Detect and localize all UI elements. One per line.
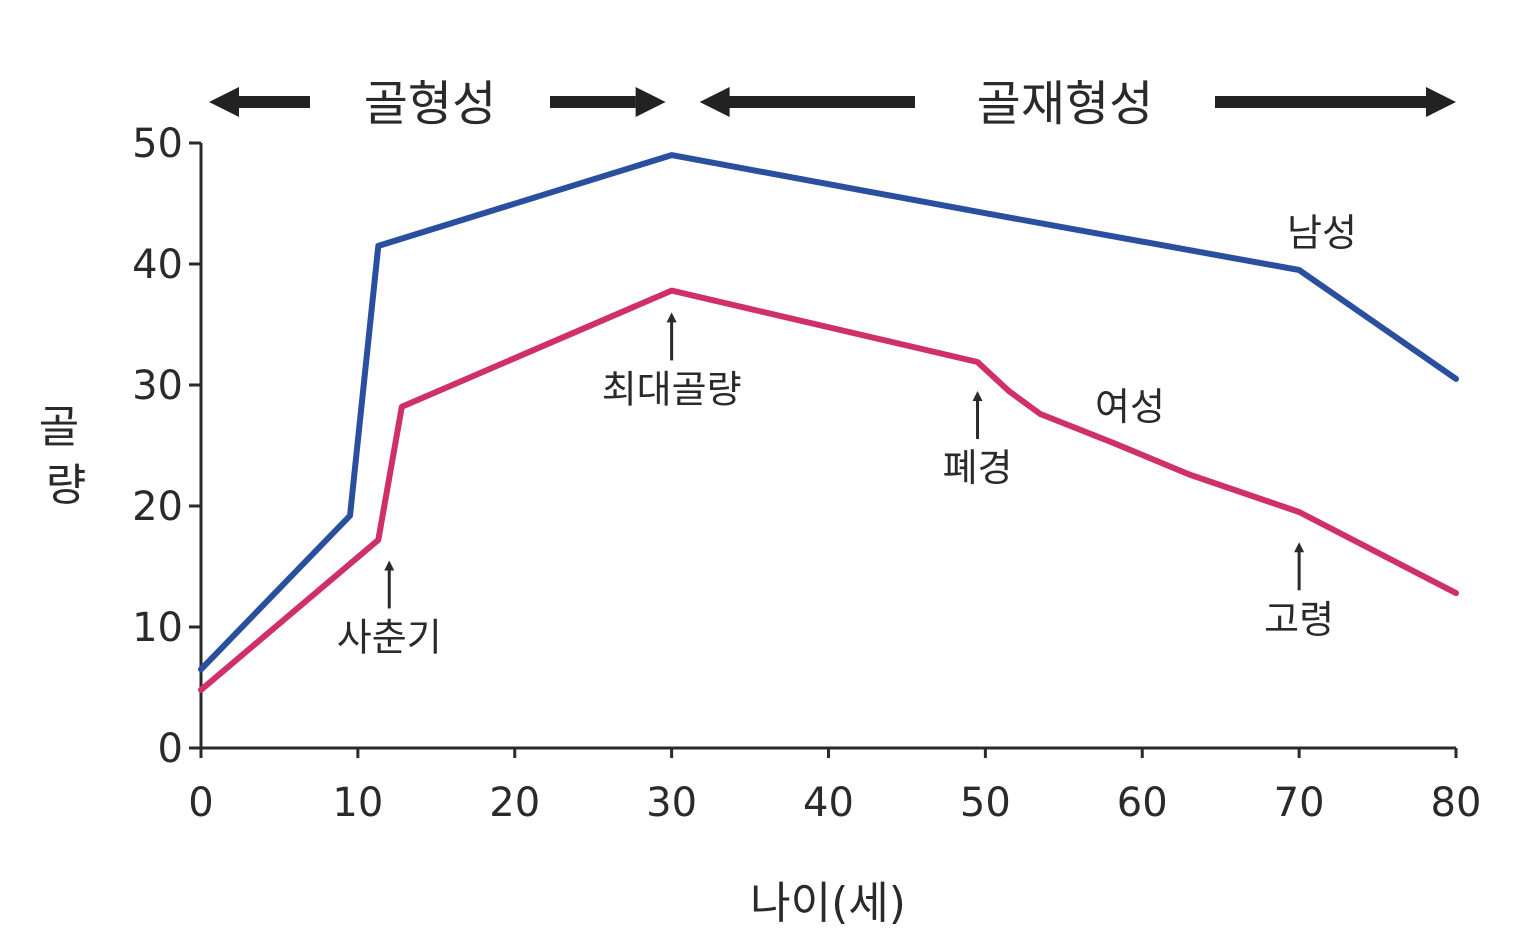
y-tick-label: 30 (132, 363, 183, 409)
x-tick-label: 60 (1117, 780, 1168, 826)
x-tick-label: 0 (188, 780, 213, 826)
annotation-arrowhead (384, 560, 395, 571)
phase-arrowhead-left (699, 87, 730, 117)
phase-arrowhead-right (1426, 87, 1456, 117)
y-tick-label: 0 (158, 726, 183, 772)
x-tick-label: 20 (489, 780, 540, 826)
ticks: 0 10 20 30 40 50 60 70 80 0 10 20 30 40 50 (132, 121, 1481, 826)
x-tick-label: 10 (332, 780, 383, 826)
y-tick-label: 10 (132, 605, 183, 651)
series-line-male (198, 152, 1459, 673)
annotation-label: 사춘기 (337, 615, 442, 659)
annotation-arrowhead (972, 391, 983, 402)
phase-arrowhead-right (635, 87, 666, 117)
x-axis-title: 나이(세) (750, 878, 906, 929)
y-tick-label: 20 (132, 484, 183, 530)
y-tick-label: 40 (132, 242, 183, 288)
phase-arrow-shaft (550, 96, 636, 108)
phase-arrow-shaft (725, 96, 915, 108)
y-axis-title: 골 량 (39, 402, 93, 511)
annotation-label: 최대골량 (602, 367, 742, 411)
y-tick-label: 50 (132, 121, 183, 167)
phase-layer: 골형성 골재형성 (209, 76, 1456, 132)
annotation-label: 고령 (1264, 597, 1334, 641)
annotation-arrowhead (1294, 542, 1305, 553)
series (198, 152, 1459, 693)
annotation-label: 폐경 (943, 446, 1013, 490)
x-tick-label: 80 (1431, 780, 1482, 826)
x-tick-label: 50 (960, 780, 1011, 826)
phase-label: 골재형성 (977, 76, 1154, 132)
phase-arrow-shaft (1215, 96, 1426, 108)
series-label-female: 여성 (1095, 385, 1165, 429)
x-tick-label: 30 (646, 780, 697, 826)
phase-label: 골형성 (364, 76, 496, 132)
series-label-male: 남성 (1287, 211, 1357, 255)
x-tick-label: 70 (1274, 780, 1325, 826)
phase-arrowhead-left (209, 87, 239, 117)
series-line-female (198, 287, 1459, 693)
phase-arrow-shaft (235, 96, 310, 108)
x-tick-label: 40 (803, 780, 854, 826)
annotation-arrowhead (666, 312, 677, 323)
